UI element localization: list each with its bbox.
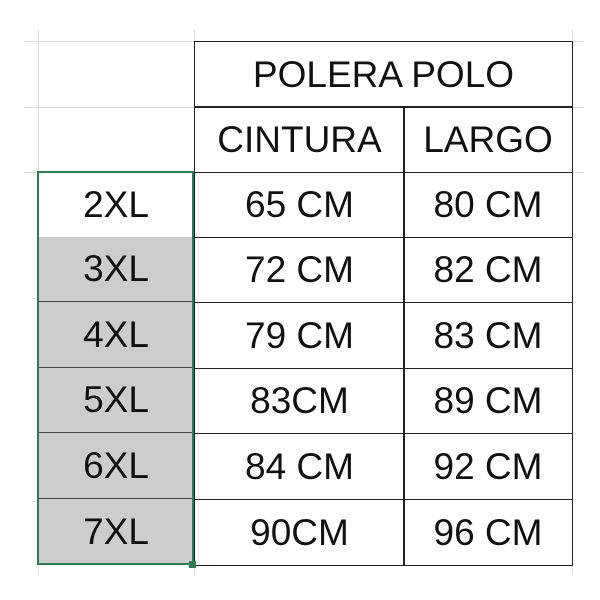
cintura-cell[interactable]: 83CM <box>194 368 405 434</box>
header-largo[interactable]: LARGO <box>403 106 573 173</box>
largo-cell[interactable]: 82 CM <box>403 237 573 303</box>
cintura-cell[interactable]: 79 CM <box>194 302 405 369</box>
cintura-value: 83CM <box>250 380 349 421</box>
header-cintura[interactable]: CINTURA <box>194 106 405 173</box>
largo-cell[interactable]: 89 CM <box>403 368 573 434</box>
size-cell[interactable]: 3XL <box>38 237 194 302</box>
size-label: 3XL <box>83 248 149 289</box>
largo-value: 82 CM <box>433 249 543 290</box>
largo-value: 83 CM <box>433 314 543 356</box>
largo-cell[interactable]: 80 CM <box>403 172 573 238</box>
cintura-cell[interactable]: 90CM <box>194 499 405 566</box>
cintura-value: 90CM <box>250 511 349 553</box>
fill-handle[interactable] <box>189 561 196 568</box>
cintura-value: 65 CM <box>245 184 354 225</box>
header-label: LARGO <box>423 118 553 160</box>
cintura-cell[interactable]: 65 CM <box>194 172 405 238</box>
cintura-cell[interactable]: 72 CM <box>194 237 405 303</box>
largo-cell[interactable]: 92 CM <box>403 433 573 500</box>
cintura-value: 84 CM <box>245 445 354 487</box>
largo-cell[interactable]: 96 CM <box>403 499 573 566</box>
largo-cell[interactable]: 83 CM <box>403 302 573 369</box>
largo-value: 92 CM <box>433 445 543 487</box>
size-cell[interactable]: 5XL <box>38 368 194 433</box>
largo-value: 96 CM <box>433 511 543 553</box>
size-label: 4XL <box>83 313 149 355</box>
size-label: 6XL <box>83 444 149 486</box>
size-cell[interactable]: 4XL <box>38 302 194 368</box>
table-title: POLERA POLO <box>252 53 515 95</box>
cintura-value: 79 CM <box>245 314 354 356</box>
header-label: CINTURA <box>217 118 382 160</box>
size-cell[interactable]: 2XL <box>38 172 194 237</box>
cintura-cell[interactable]: 84 CM <box>194 433 405 500</box>
cintura-value: 72 CM <box>245 249 354 290</box>
size-cell[interactable]: 6XL <box>38 433 194 499</box>
size-label: 5XL <box>83 379 149 420</box>
largo-value: 80 CM <box>433 184 543 225</box>
size-label: 7XL <box>83 510 149 552</box>
size-cell[interactable]: 7XL <box>38 499 194 565</box>
size-label: 2XL <box>83 183 149 225</box>
largo-value: 89 CM <box>433 380 543 421</box>
title-cell[interactable]: POLERA POLO <box>194 41 573 108</box>
